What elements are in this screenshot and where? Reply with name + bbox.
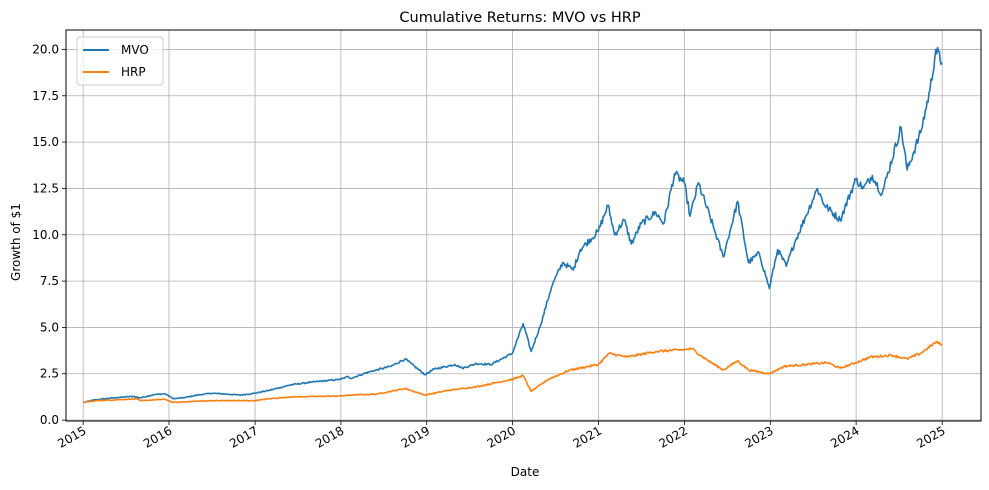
x-tick-label: 2023 [742, 423, 775, 450]
series-line-mvo [83, 46, 943, 404]
y-axis-title: Growth of $1 [9, 203, 23, 281]
legend-box [76, 36, 164, 86]
x-tick-label: 2019 [399, 423, 432, 450]
x-tick-label: 2020 [485, 423, 518, 450]
y-tick-label: 7.5 [40, 274, 59, 288]
series-line-hrp [83, 340, 943, 404]
grid [66, 30, 981, 421]
x-tick-label: 2025 [914, 423, 947, 450]
x-tick-label: 2015 [55, 423, 88, 450]
y-tick-label: 10.0 [32, 228, 59, 242]
x-axis-ticks: 2015 2016 2017 2018 2019 2020 2021 2022 2023 2024… [55, 421, 948, 451]
y-tick-label: 2.5 [40, 367, 59, 381]
series-lines [83, 46, 943, 404]
x-tick-label: 2017 [227, 423, 260, 450]
plot-frame [65, 29, 982, 422]
legend: MVO HRP [76, 36, 164, 86]
x-tick-label: 2021 [571, 423, 604, 450]
legend-label-hrp: HRP [121, 65, 146, 79]
y-axis-ticks: 0.0 2.5 5.0 7.5 10.0 12.5 15.0 17.5 20.0 [32, 42, 66, 427]
chart-title: Cumulative Returns: MVO vs HRP [399, 10, 640, 26]
x-tick-label: 2016 [141, 423, 174, 450]
y-tick-label: 12.5 [32, 181, 59, 195]
y-tick-label: 20.0 [32, 42, 59, 56]
x-tick-label: 2022 [657, 423, 690, 450]
y-tick-label: 0.0 [40, 413, 59, 427]
x-tick-label: 2024 [828, 423, 861, 450]
legend-label-mvo: MVO [121, 43, 149, 57]
y-tick-label: 5.0 [40, 320, 59, 334]
y-tick-label: 17.5 [32, 89, 59, 103]
x-tick-label: 2018 [313, 423, 346, 450]
y-tick-label: 15.0 [32, 135, 59, 149]
x-axis-title: Date [511, 465, 540, 479]
